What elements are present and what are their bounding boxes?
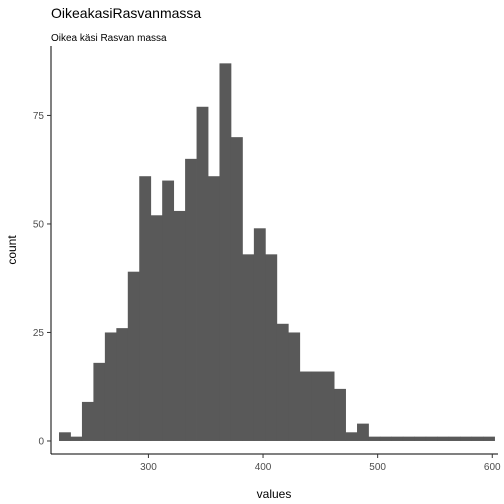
histogram-bar — [139, 176, 152, 441]
histogram-bar — [379, 436, 392, 441]
x-tick-label: 600 — [484, 462, 501, 473]
bars-group — [59, 63, 495, 441]
x-axis-title: values — [257, 487, 292, 501]
histogram-bar — [448, 436, 461, 441]
histogram-bar — [127, 271, 140, 441]
histogram-bar — [276, 323, 289, 441]
histogram-bar — [70, 436, 83, 441]
histogram-bar — [116, 328, 129, 441]
histogram-bar — [185, 158, 197, 441]
histogram-bar — [173, 210, 186, 441]
y-tick-label: 0 — [38, 436, 44, 447]
y-tick-label: 25 — [33, 328, 45, 339]
histogram-bar — [357, 423, 369, 441]
histogram-bar — [471, 436, 484, 441]
histogram-bar — [81, 401, 94, 441]
histogram-bar — [311, 371, 324, 441]
x-tick-label: 300 — [140, 462, 157, 473]
histogram-bar — [104, 332, 117, 441]
histogram-bar — [425, 436, 438, 441]
chart-title: OikeakasiRasvanmassa — [51, 5, 201, 21]
histogram-bar — [460, 436, 473, 441]
histogram-bar — [196, 106, 209, 441]
histogram-bar — [299, 371, 312, 441]
chart-subtitle: Oikea käsi Rasvan massa — [51, 33, 167, 44]
histogram-bar — [230, 137, 243, 441]
histogram-bar — [322, 371, 335, 441]
histogram-bar — [162, 180, 175, 441]
histogram-bar — [150, 215, 163, 441]
histogram-bar — [402, 436, 415, 441]
x-tick-label: 500 — [369, 462, 386, 473]
histogram-bar — [483, 436, 495, 441]
histogram-bar — [265, 254, 278, 441]
histogram-bar — [288, 332, 301, 441]
histogram-bar — [414, 436, 427, 441]
x-ticks-group: 300 400 500 600 — [140, 454, 501, 473]
y-tick-label: 75 — [33, 111, 45, 122]
y-axis-title: count — [5, 235, 19, 265]
histogram-bar — [345, 432, 358, 441]
histogram-bar — [59, 432, 71, 441]
histogram-bar — [437, 436, 450, 441]
histogram-bar — [219, 63, 232, 441]
histogram-bar — [242, 254, 255, 441]
histogram-bar — [208, 176, 220, 441]
y-tick-label: 50 — [33, 219, 45, 230]
histogram-bar — [253, 228, 266, 441]
histogram-bar — [334, 388, 346, 441]
y-ticks-group: 0 25 50 75 — [33, 111, 51, 447]
histogram-bar — [368, 436, 381, 441]
x-tick-label: 400 — [255, 462, 272, 473]
histogram-bar — [391, 436, 404, 441]
histogram-bar — [93, 362, 106, 441]
